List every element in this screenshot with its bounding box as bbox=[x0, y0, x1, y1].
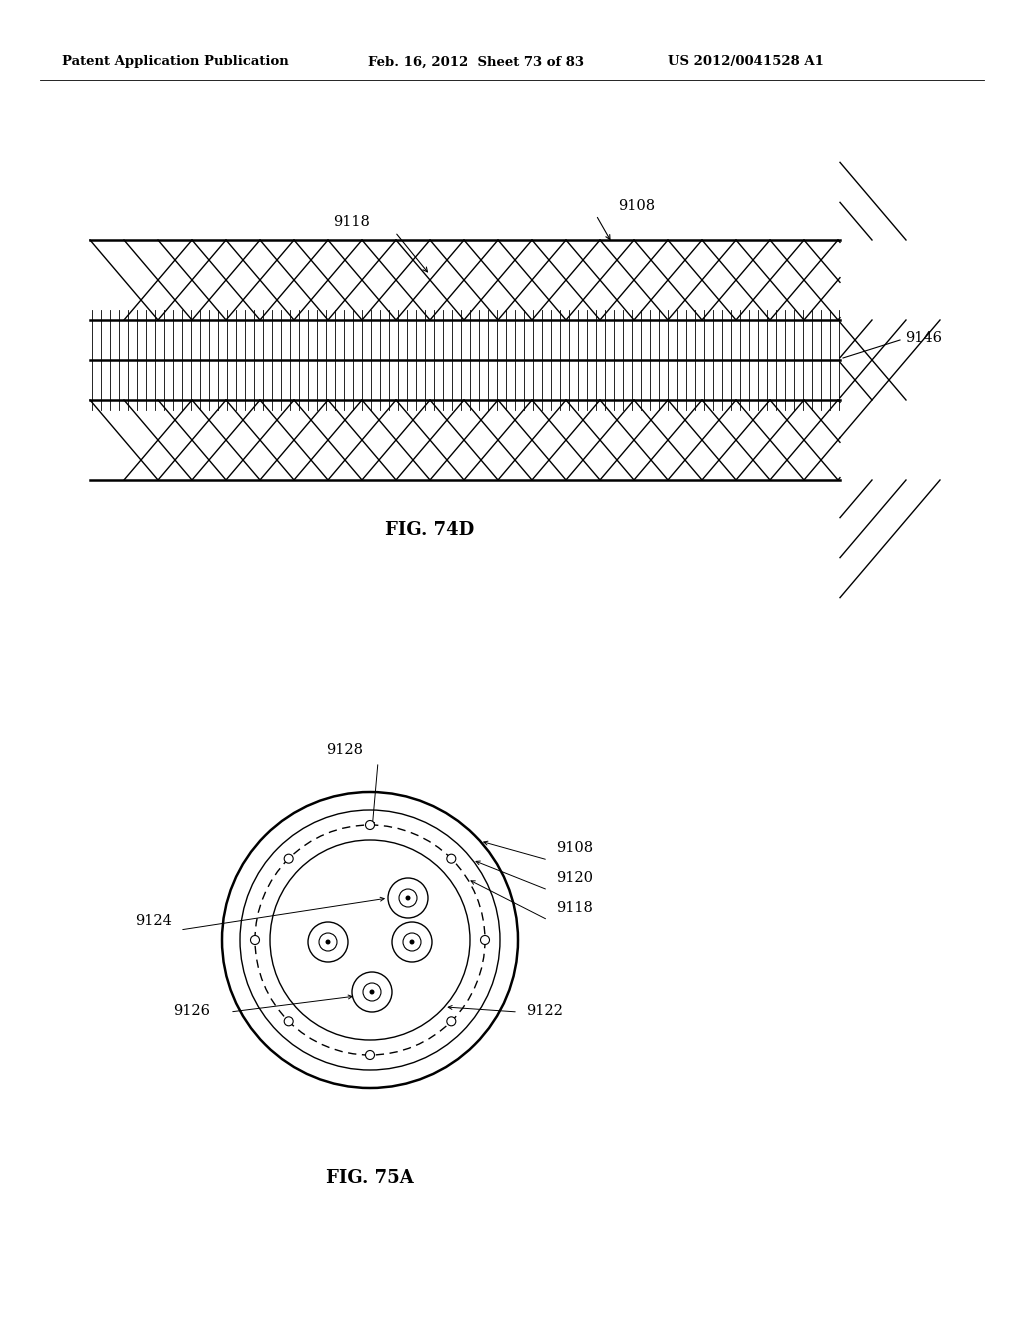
Text: 9108: 9108 bbox=[618, 199, 655, 213]
Circle shape bbox=[352, 972, 392, 1012]
Text: Patent Application Publication: Patent Application Publication bbox=[62, 55, 289, 69]
Circle shape bbox=[410, 940, 415, 945]
Circle shape bbox=[366, 821, 375, 829]
Text: 9146: 9146 bbox=[905, 331, 942, 345]
Circle shape bbox=[480, 936, 489, 945]
Text: 9124: 9124 bbox=[135, 913, 172, 928]
Circle shape bbox=[308, 921, 348, 962]
Circle shape bbox=[392, 921, 432, 962]
Text: 9128: 9128 bbox=[327, 743, 364, 756]
Circle shape bbox=[446, 854, 456, 863]
Circle shape bbox=[285, 854, 293, 863]
Text: 9118: 9118 bbox=[556, 902, 593, 915]
Circle shape bbox=[326, 940, 331, 945]
Circle shape bbox=[388, 878, 428, 917]
Text: FIG. 74D: FIG. 74D bbox=[385, 521, 475, 539]
Text: 9122: 9122 bbox=[526, 1005, 563, 1018]
Text: 9120: 9120 bbox=[556, 871, 593, 884]
Circle shape bbox=[370, 990, 375, 994]
Text: 9126: 9126 bbox=[173, 1005, 210, 1018]
Circle shape bbox=[366, 1051, 375, 1060]
Circle shape bbox=[285, 1016, 293, 1026]
Circle shape bbox=[251, 936, 259, 945]
Text: 9118: 9118 bbox=[334, 215, 371, 228]
Text: FIG. 75A: FIG. 75A bbox=[326, 1170, 414, 1187]
Text: US 2012/0041528 A1: US 2012/0041528 A1 bbox=[668, 55, 824, 69]
Text: Feb. 16, 2012  Sheet 73 of 83: Feb. 16, 2012 Sheet 73 of 83 bbox=[368, 55, 584, 69]
Circle shape bbox=[446, 1016, 456, 1026]
Text: 9108: 9108 bbox=[556, 841, 593, 855]
Circle shape bbox=[406, 895, 411, 900]
